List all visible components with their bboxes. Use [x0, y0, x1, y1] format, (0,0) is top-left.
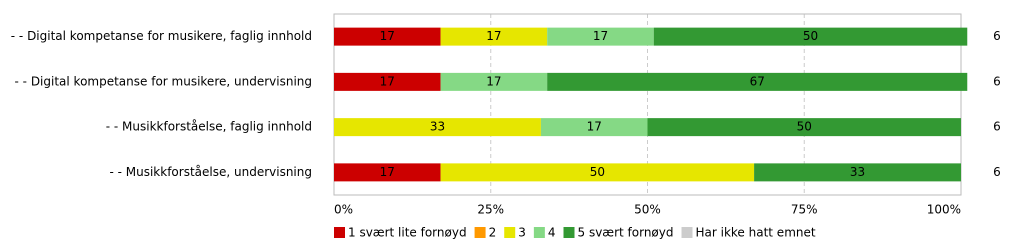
legend-label: 3 [518, 226, 526, 240]
data-label: 17 [486, 74, 501, 88]
category-label: - - Digital kompetanse for musikere, und… [15, 74, 312, 88]
count-label: 6 [993, 74, 1001, 88]
bar-segment [540, 118, 648, 137]
legend-swatch [681, 227, 693, 238]
x-tick-label: 25% [477, 203, 504, 217]
data-label: 33 [430, 120, 445, 134]
bar-segment [754, 163, 961, 182]
bar-segment [547, 72, 968, 91]
data-label: 17 [593, 29, 608, 43]
bar-segment [653, 27, 968, 46]
bar-segment [334, 118, 541, 137]
bar-segment [440, 72, 548, 91]
category-label: - - Digital kompetanse for musikere, fag… [11, 29, 312, 43]
x-tick-label: 75% [791, 203, 818, 217]
legend-label: 2 [489, 226, 497, 240]
legend-label: Har ikke hatt emnet [696, 226, 816, 240]
bar-segment [547, 27, 654, 46]
category-label: - - Musikkforståelse, undervisning [109, 165, 312, 179]
category-label: - - Musikkforståelse, faglig innhold [106, 120, 312, 134]
legend-label: 1 svært lite fornøyd [348, 226, 467, 240]
count-label: 6 [993, 165, 1001, 179]
x-tick-label: 100% [927, 203, 961, 217]
data-label: 17 [380, 165, 395, 179]
count-label: 6 [993, 29, 1001, 43]
count-label: 6 [993, 120, 1001, 134]
legend-swatch [563, 227, 575, 238]
x-tick-label: 0% [334, 203, 353, 217]
bar-segment [334, 27, 441, 46]
bar-segment [440, 27, 548, 46]
data-label: 50 [803, 29, 818, 43]
bar-segment [334, 72, 441, 91]
data-label: 17 [380, 29, 395, 43]
legend-label: 4 [548, 226, 556, 240]
legend-swatch [504, 227, 516, 238]
data-label: 50 [797, 120, 812, 134]
legend-swatch [474, 227, 486, 238]
data-label: 50 [590, 165, 605, 179]
data-label: 67 [750, 74, 765, 88]
x-tick-label: 50% [634, 203, 661, 217]
bar-segment [647, 118, 961, 137]
bar-segment [334, 163, 441, 182]
data-label: 17 [486, 29, 501, 43]
bar-segment [440, 163, 755, 182]
data-label: 17 [380, 74, 395, 88]
legend-label: 5 svært fornøyd [578, 226, 674, 240]
data-label: 33 [850, 165, 865, 179]
legend-swatch [533, 227, 545, 238]
data-label: 17 [587, 120, 602, 134]
legend-swatch [334, 227, 345, 238]
plot-border [333, 13, 962, 196]
